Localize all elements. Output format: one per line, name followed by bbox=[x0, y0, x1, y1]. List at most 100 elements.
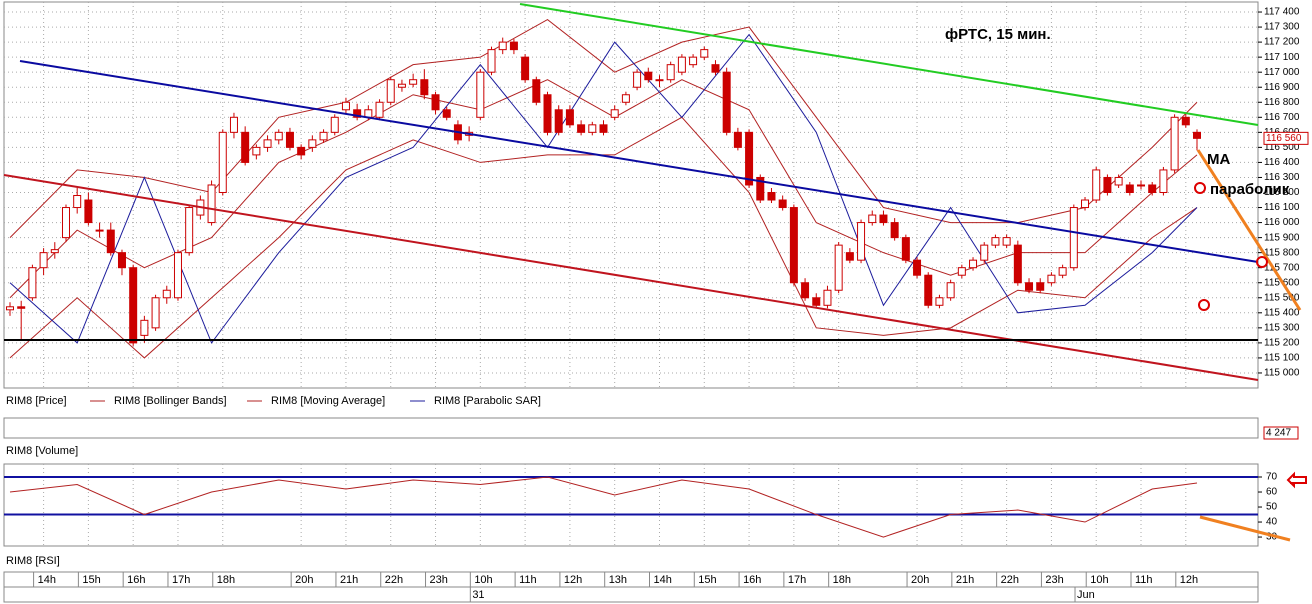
candle-body bbox=[285, 131, 294, 148]
candle-body bbox=[957, 267, 966, 276]
x-tick-label: 11h bbox=[1135, 574, 1153, 586]
candle-body bbox=[151, 297, 160, 329]
candle-body bbox=[185, 207, 194, 254]
candle-body bbox=[375, 101, 384, 118]
rsi-line bbox=[9, 476, 1198, 538]
candle-body bbox=[543, 94, 552, 133]
candle-body bbox=[767, 191, 776, 201]
candle-body bbox=[476, 71, 485, 118]
y-tick-label: 116 000 bbox=[1264, 217, 1300, 228]
trend-line-blue bbox=[19, 60, 1259, 263]
candle-body bbox=[1170, 116, 1179, 171]
candle-body bbox=[633, 71, 642, 88]
rsi-tick-label: 30 bbox=[1266, 532, 1278, 543]
candle-body bbox=[509, 41, 518, 51]
candle-body bbox=[565, 109, 574, 126]
y-tick-label: 115 900 bbox=[1264, 232, 1300, 243]
x-tick-label: 15h bbox=[82, 574, 100, 586]
candle-body bbox=[1148, 184, 1157, 193]
candle-body bbox=[868, 214, 877, 224]
candle-body bbox=[935, 297, 944, 306]
chart-title: фРТС, 15 мин. bbox=[945, 26, 1051, 43]
last-price-label: 116 560 bbox=[1266, 133, 1302, 144]
candle-body bbox=[778, 199, 787, 209]
x-tick-label: 23h bbox=[430, 574, 448, 586]
x-tick-label: 12h bbox=[1180, 574, 1198, 586]
y-tick-label: 115 400 bbox=[1264, 307, 1300, 318]
candle-body bbox=[341, 101, 350, 111]
legend-entry: RIM8 [Price] bbox=[6, 395, 67, 407]
rsi-panel bbox=[3, 463, 1259, 547]
rsi-forecast-arrow bbox=[1199, 515, 1291, 542]
candle-body bbox=[969, 259, 978, 269]
volume-panel bbox=[3, 417, 1259, 439]
candle-body bbox=[655, 79, 664, 82]
date-label: Jun bbox=[1077, 589, 1095, 601]
y-tick-label: 116 500 bbox=[1264, 142, 1300, 153]
y-tick-label: 115 700 bbox=[1264, 262, 1300, 273]
candle-body bbox=[700, 49, 709, 58]
volume-last-label: 4 247 bbox=[1266, 428, 1291, 439]
candle-body bbox=[577, 124, 586, 133]
y-tick-label: 116 900 bbox=[1264, 82, 1300, 93]
y-tick-label: 115 000 bbox=[1264, 368, 1300, 379]
x-tick-label: 17h bbox=[172, 574, 190, 586]
candle-body bbox=[50, 249, 59, 254]
candle-body bbox=[1125, 184, 1134, 193]
x-tick-label: 14h bbox=[38, 574, 56, 586]
candle-body bbox=[1069, 207, 1078, 269]
x-tick-label: 10h bbox=[1090, 574, 1108, 586]
marker-circle bbox=[1256, 256, 1268, 268]
candle-body bbox=[353, 109, 362, 118]
candle-body bbox=[1002, 237, 1011, 246]
candle-body bbox=[689, 56, 698, 66]
candle-body bbox=[1181, 116, 1190, 126]
x-tick-label: 15h bbox=[698, 574, 716, 586]
candle-body bbox=[901, 237, 910, 261]
candle-body bbox=[554, 109, 563, 133]
legend-entry: RIM8 [Parabolic SAR] bbox=[434, 395, 541, 407]
legend-entry: RIM8 [Bollinger Bands] bbox=[114, 395, 227, 407]
candle-body bbox=[274, 131, 283, 141]
rsi-tick-label: 60 bbox=[1266, 487, 1278, 498]
candle-body bbox=[521, 56, 530, 81]
candle-body bbox=[756, 176, 765, 201]
candle-body bbox=[420, 79, 429, 96]
x-tick-label: 12h bbox=[564, 574, 582, 586]
trend-line-red bbox=[3, 174, 1259, 381]
candle-body bbox=[812, 297, 821, 306]
candle-body bbox=[834, 244, 843, 291]
rsi-tick-label: 70 bbox=[1266, 472, 1278, 483]
candle-body bbox=[890, 222, 899, 239]
parabolic-sar bbox=[9, 33, 1198, 344]
candle-body bbox=[61, 207, 70, 239]
candle-body bbox=[28, 267, 37, 299]
candle-body bbox=[1193, 131, 1201, 139]
rsi-tick-label: 50 bbox=[1266, 502, 1278, 513]
y-tick-label: 115 500 bbox=[1264, 292, 1300, 303]
date-label: 31 bbox=[472, 589, 484, 601]
candle-body bbox=[498, 41, 507, 51]
x-tick-label: 16h bbox=[127, 574, 145, 586]
annotation: MA bbox=[1207, 151, 1230, 168]
candle-body bbox=[129, 267, 138, 344]
candle-body bbox=[218, 131, 227, 193]
candle-body bbox=[319, 131, 328, 141]
candle-body bbox=[106, 229, 115, 254]
price-panel bbox=[3, 1, 1259, 389]
candle-body bbox=[117, 252, 126, 269]
y-tick-label: 116 700 bbox=[1264, 112, 1300, 123]
marker-circle bbox=[1194, 182, 1206, 194]
y-tick-label: 116 300 bbox=[1264, 172, 1300, 183]
candle-body bbox=[980, 244, 989, 261]
candle-body bbox=[308, 139, 317, 148]
candle-body bbox=[588, 124, 597, 133]
last-price-box bbox=[1263, 131, 1309, 145]
candle-body bbox=[173, 252, 182, 299]
candle-body bbox=[442, 109, 451, 118]
y-tick-label: 117 100 bbox=[1264, 52, 1300, 63]
candle-body bbox=[1159, 169, 1168, 193]
